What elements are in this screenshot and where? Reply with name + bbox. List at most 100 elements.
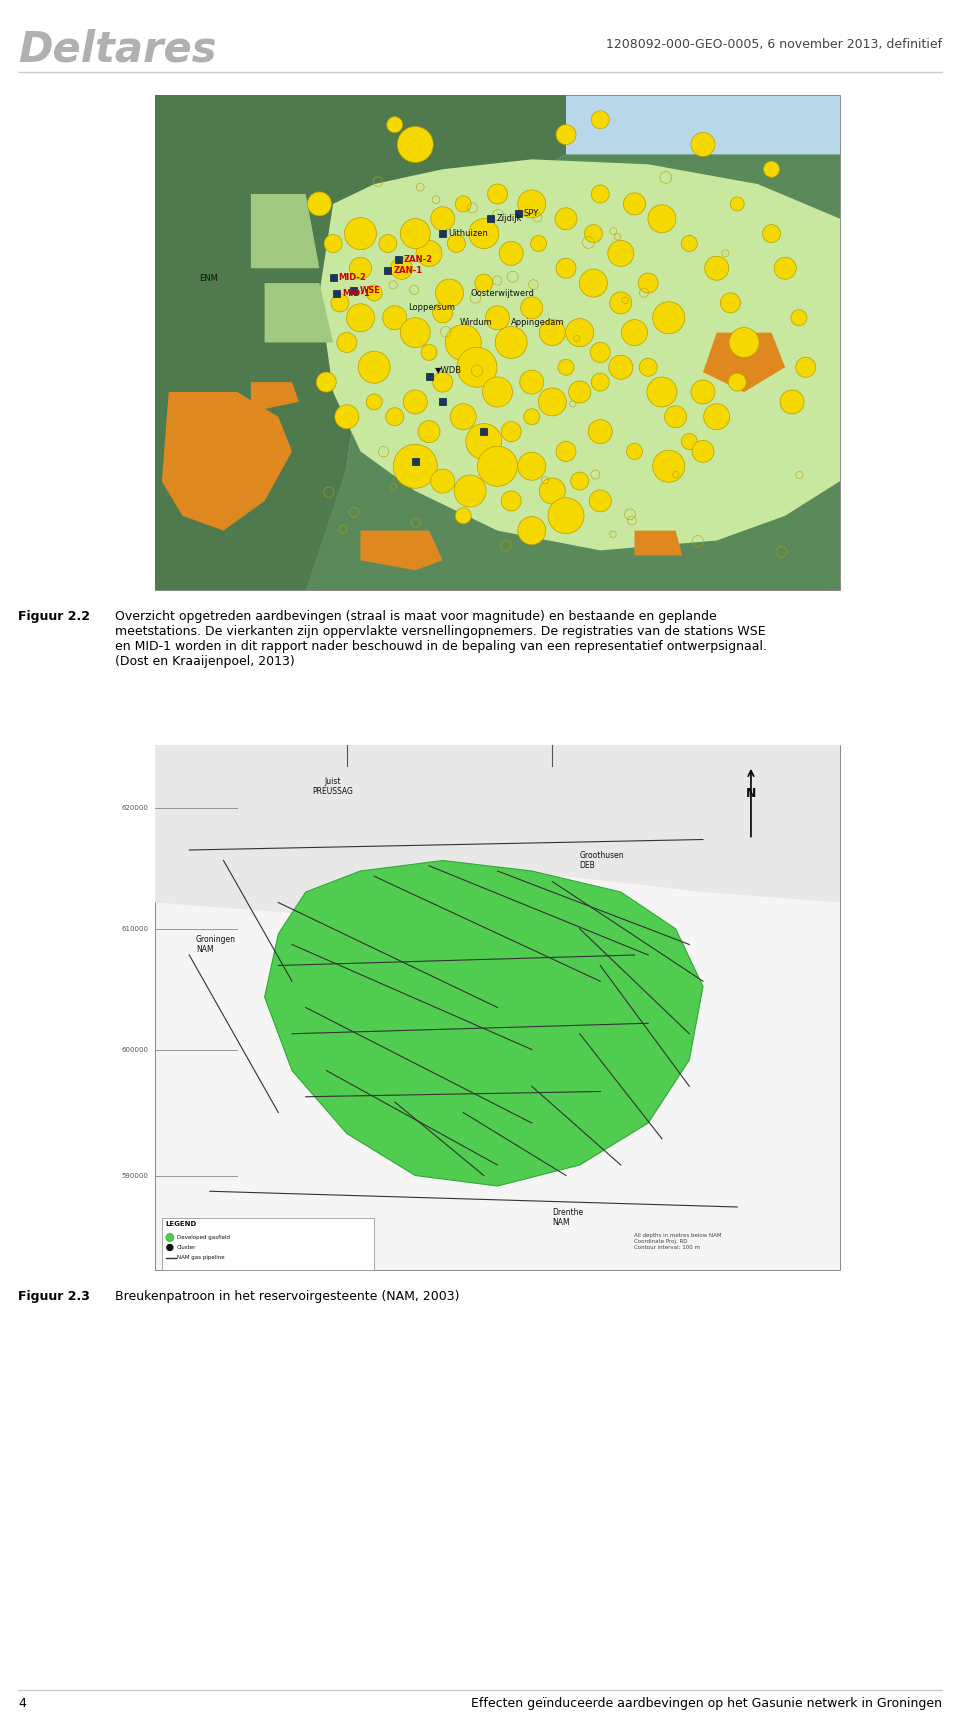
- Circle shape: [729, 374, 746, 391]
- Circle shape: [316, 372, 336, 393]
- Circle shape: [431, 469, 455, 493]
- Circle shape: [653, 302, 684, 334]
- Circle shape: [499, 241, 523, 265]
- Bar: [487, 215, 494, 222]
- Circle shape: [568, 381, 590, 403]
- Circle shape: [331, 295, 348, 312]
- Bar: [155, 95, 840, 589]
- Circle shape: [682, 236, 697, 252]
- Bar: [155, 744, 840, 1270]
- Circle shape: [647, 377, 677, 407]
- Circle shape: [540, 319, 565, 346]
- Polygon shape: [162, 393, 292, 531]
- Circle shape: [609, 355, 633, 379]
- Circle shape: [638, 274, 659, 293]
- Circle shape: [627, 443, 642, 460]
- Circle shape: [391, 257, 413, 279]
- Circle shape: [454, 476, 486, 507]
- Text: Zijdijk: Zijdijk: [496, 214, 521, 224]
- Circle shape: [475, 274, 492, 293]
- Text: SPY: SPY: [523, 208, 539, 219]
- Circle shape: [324, 234, 342, 253]
- Circle shape: [763, 162, 780, 177]
- Circle shape: [591, 184, 610, 203]
- Text: 600000: 600000: [121, 1046, 148, 1053]
- Polygon shape: [703, 333, 785, 393]
- Circle shape: [501, 422, 521, 441]
- Circle shape: [639, 358, 658, 376]
- Text: NAM gas pipeline: NAM gas pipeline: [177, 1254, 225, 1260]
- Bar: [515, 210, 521, 217]
- Bar: [425, 372, 433, 379]
- Circle shape: [664, 405, 686, 427]
- Text: ZAN-2: ZAN-2: [404, 255, 433, 264]
- Circle shape: [455, 196, 471, 212]
- Text: ZAN-1: ZAN-1: [394, 267, 422, 276]
- Circle shape: [762, 224, 780, 243]
- Bar: [412, 458, 419, 465]
- Text: Overzicht opgetreden aardbevingen (straal is maat voor magnitude) en bestaande e: Overzicht opgetreden aardbevingen (straa…: [115, 610, 767, 669]
- Circle shape: [418, 420, 440, 443]
- Circle shape: [486, 305, 510, 329]
- Circle shape: [519, 370, 543, 395]
- Bar: [333, 289, 340, 296]
- Polygon shape: [265, 283, 333, 343]
- Circle shape: [520, 296, 542, 319]
- Circle shape: [457, 348, 497, 388]
- Circle shape: [591, 110, 610, 129]
- Bar: [329, 274, 337, 281]
- Circle shape: [570, 472, 588, 489]
- Circle shape: [394, 445, 438, 488]
- Circle shape: [774, 257, 796, 279]
- Bar: [480, 427, 488, 436]
- Text: WSE: WSE: [359, 286, 380, 295]
- Text: Drenthe
NAM: Drenthe NAM: [552, 1208, 584, 1227]
- Circle shape: [729, 327, 759, 357]
- Bar: [350, 288, 357, 295]
- Circle shape: [556, 124, 576, 145]
- Circle shape: [483, 377, 513, 407]
- Circle shape: [585, 224, 603, 243]
- Polygon shape: [155, 95, 566, 589]
- Circle shape: [517, 517, 545, 544]
- Text: All depths in metres below NAM
Coordinate Proj. RD
Contour interval: 100 m: All depths in metres below NAM Coordinat…: [635, 1234, 722, 1249]
- Text: Figuur 2.2: Figuur 2.2: [18, 610, 90, 624]
- Text: 1208092-000-GEO-0005, 6 november 2013, definitief: 1208092-000-GEO-0005, 6 november 2013, d…: [606, 38, 942, 52]
- Circle shape: [366, 284, 382, 302]
- Circle shape: [780, 389, 804, 414]
- Circle shape: [397, 126, 433, 162]
- Text: MID-1: MID-1: [342, 288, 370, 298]
- Circle shape: [731, 196, 744, 210]
- Polygon shape: [635, 531, 683, 555]
- Circle shape: [386, 408, 404, 426]
- Circle shape: [796, 357, 816, 377]
- Text: Breukenpatroon in het reservoirgesteente (NAM, 2003): Breukenpatroon in het reservoirgesteente…: [115, 1291, 460, 1303]
- Text: 610000: 610000: [121, 925, 148, 932]
- Circle shape: [517, 451, 545, 481]
- Circle shape: [447, 234, 466, 253]
- Text: ▼WDB: ▼WDB: [435, 365, 462, 374]
- Polygon shape: [305, 155, 840, 589]
- Text: Loppersum: Loppersum: [408, 303, 455, 312]
- Bar: [439, 231, 446, 238]
- Circle shape: [477, 446, 517, 486]
- Circle shape: [358, 351, 390, 383]
- Circle shape: [400, 317, 430, 348]
- Text: Effecten geïnduceerde aardbevingen op het Gasunie netwerk in Groningen: Effecten geïnduceerde aardbevingen op he…: [471, 1697, 942, 1709]
- Circle shape: [705, 257, 729, 281]
- Circle shape: [379, 234, 396, 253]
- Circle shape: [403, 389, 427, 414]
- Circle shape: [621, 319, 647, 346]
- Text: Wirdum: Wirdum: [460, 319, 492, 327]
- Circle shape: [524, 408, 540, 426]
- Circle shape: [445, 324, 481, 360]
- Circle shape: [416, 241, 442, 267]
- Polygon shape: [320, 159, 840, 550]
- Text: Groningen
NAM: Groningen NAM: [196, 936, 236, 955]
- Circle shape: [335, 405, 359, 429]
- Circle shape: [421, 345, 437, 360]
- Bar: [395, 255, 401, 264]
- Text: ENM: ENM: [200, 274, 219, 283]
- Circle shape: [558, 360, 574, 376]
- Text: Deltares: Deltares: [18, 28, 217, 71]
